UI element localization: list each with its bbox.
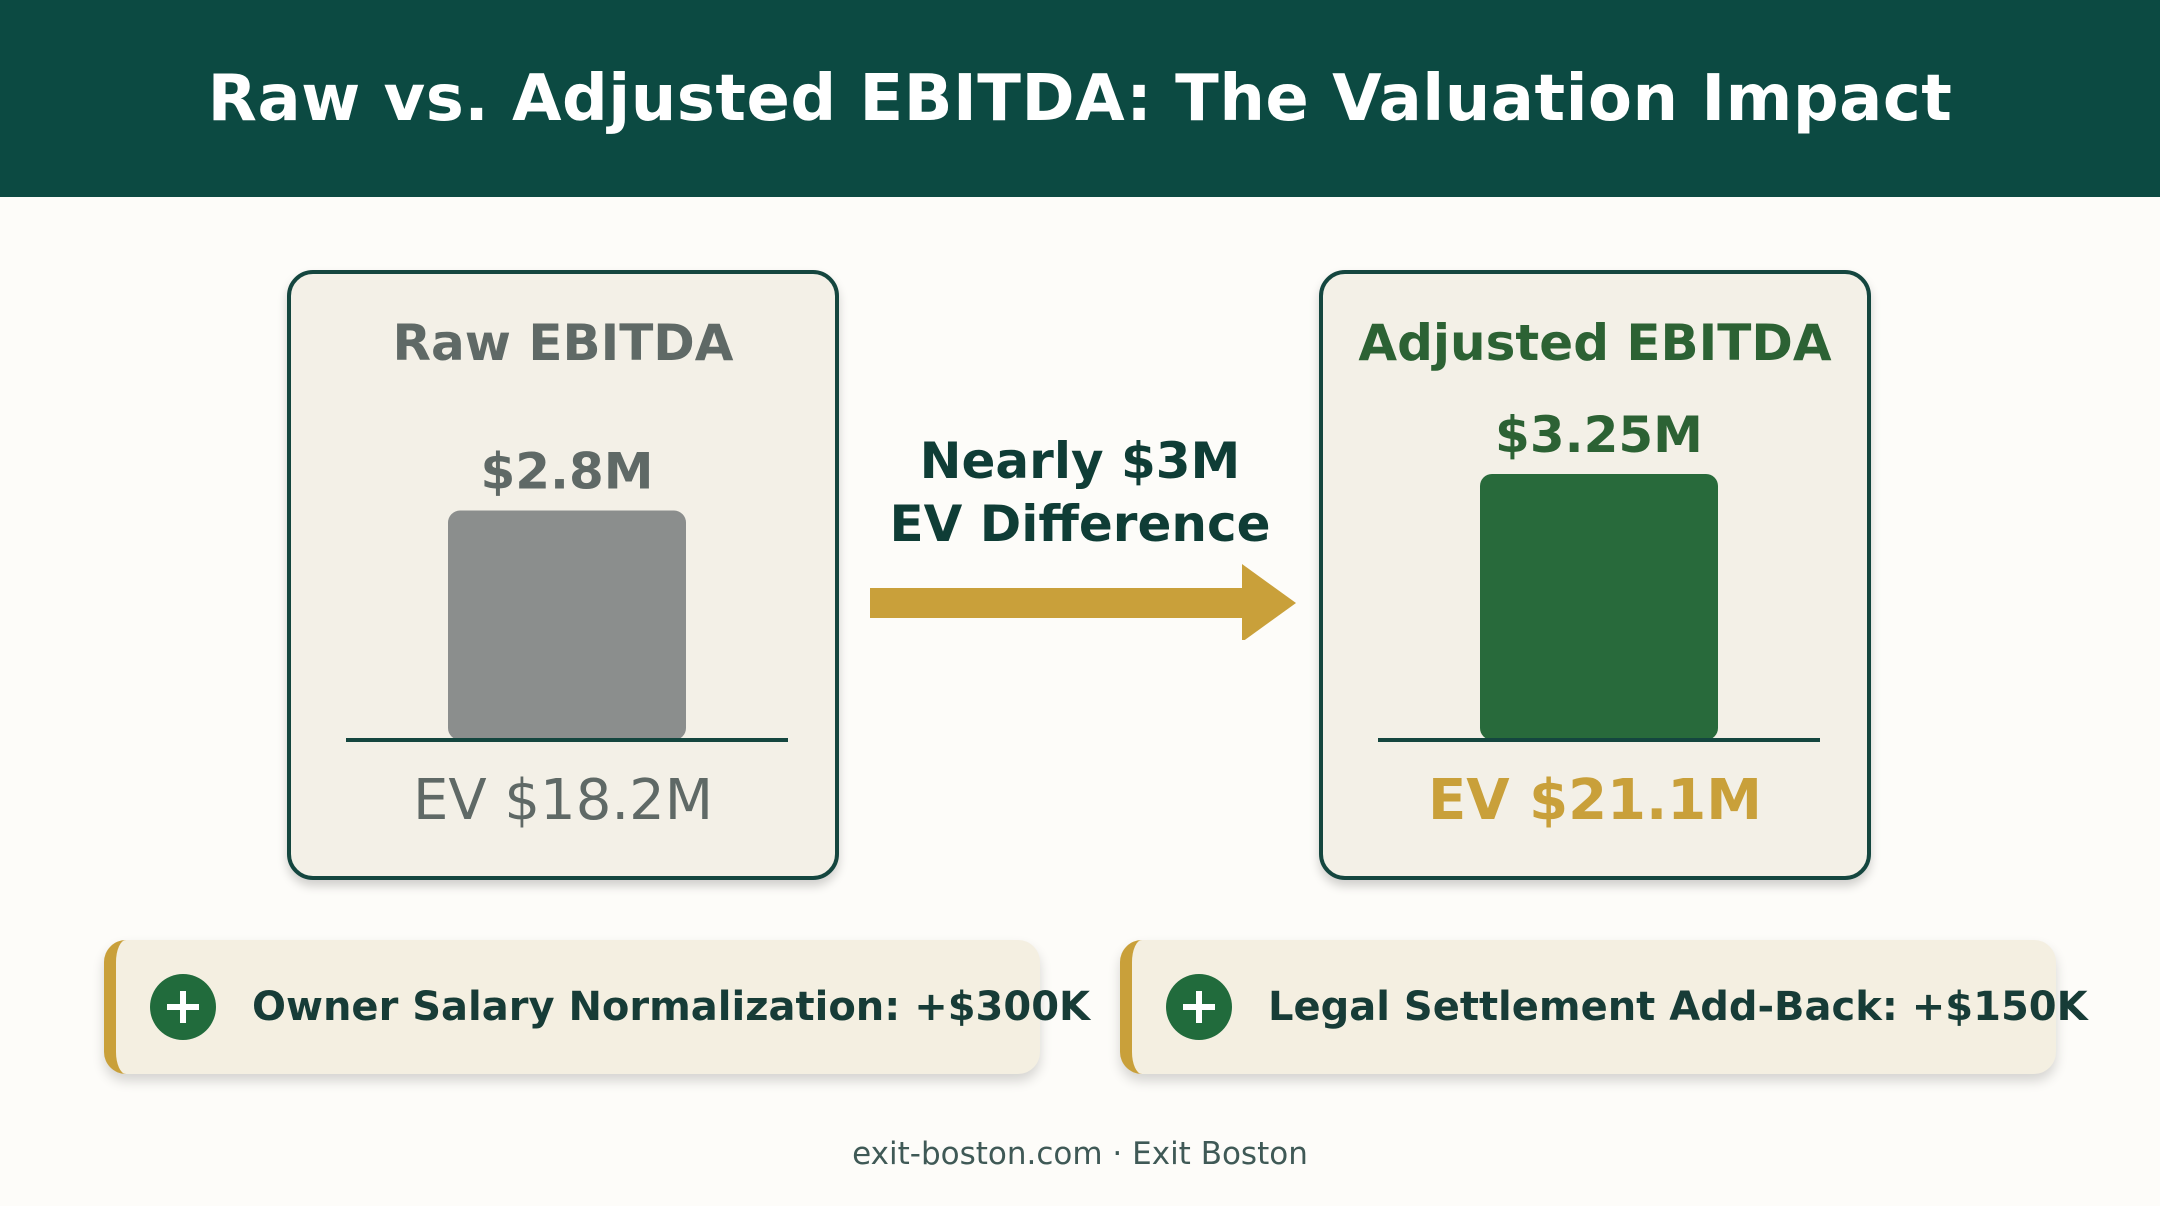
plus-circle-icon <box>1166 974 1232 1040</box>
ev-difference-line1: Nearly $3M <box>919 432 1241 490</box>
adjusted-ebitda-chart: $3.25M <box>1378 406 1820 742</box>
plus-circle-icon <box>150 974 216 1040</box>
adjustment-label: Legal Settlement Add-Back: +$150K <box>1268 984 2088 1030</box>
adjusted-ebitda-title: Adjusted EBITDA <box>1358 314 1832 372</box>
raw-ebitda-chart: $2.8M <box>346 443 788 742</box>
adjusted-ev-label: EV $21.1M <box>1428 768 1762 833</box>
header-banner: Raw vs. Adjusted EBITDA: The Valuation I… <box>0 0 2160 197</box>
adjusted-ebitda-card: Adjusted EBITDA $3.25M EV $21.1M <box>1319 270 1871 880</box>
raw-ebitda-value-label: $2.8M <box>480 443 653 501</box>
adjusted-ebitda-bar <box>1480 474 1718 740</box>
raw-ebitda-title: Raw EBITDA <box>392 314 734 372</box>
adjustment-item-legal-settlement: Legal Settlement Add-Back: +$150K <box>1120 940 2088 1074</box>
page-title: Raw vs. Adjusted EBITDA: The Valuation I… <box>207 61 1953 136</box>
ev-difference-text: Nearly $3M EV Difference <box>850 430 1310 556</box>
adjustment-label: Owner Salary Normalization: +$300K <box>252 984 1091 1030</box>
right-arrow-icon <box>870 564 1296 640</box>
raw-ev-label: EV $18.2M <box>412 768 714 833</box>
footer-credit: exit-boston.com · Exit Boston <box>852 1136 1308 1172</box>
adjusted-ebitda-value-label: $3.25M <box>1495 406 1703 464</box>
ev-difference-line2: EV Difference <box>889 495 1271 553</box>
adjustment-item-owner-salary: Owner Salary Normalization: +$300K <box>104 940 1090 1074</box>
raw-ebitda-card: Raw EBITDA $2.8M EV $18.2M <box>287 270 839 880</box>
raw-ebitda-bar <box>448 510 686 740</box>
